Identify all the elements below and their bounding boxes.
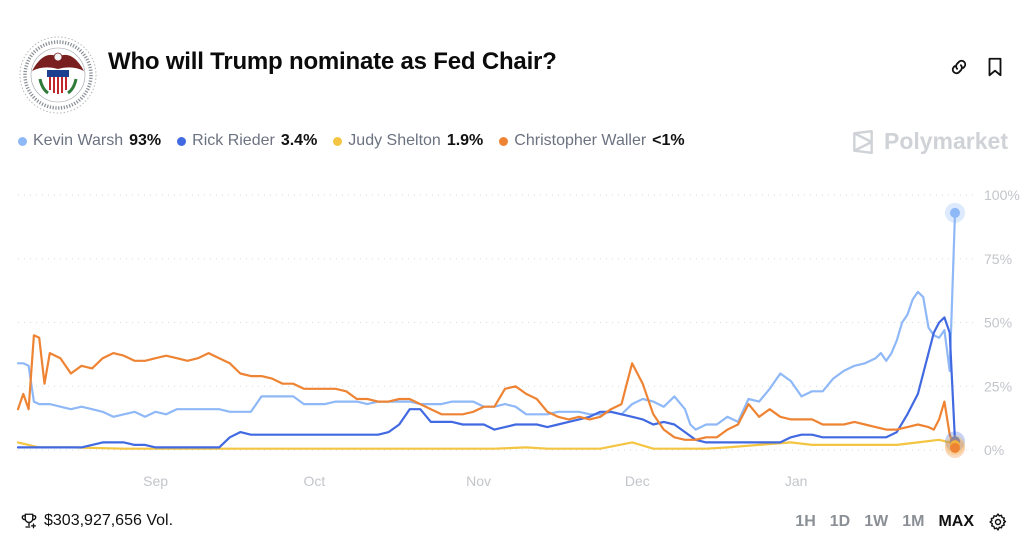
legend-dot xyxy=(333,136,343,146)
range-1m-button[interactable]: 1M xyxy=(902,513,925,530)
y-tick-label: 0% xyxy=(984,442,1004,458)
chart-legend: Kevin Warsh 93% Rick Rieder 3.4% Judy Sh… xyxy=(18,132,685,150)
legend-value: 3.4% xyxy=(280,132,318,149)
price-history-chart[interactable]: 100% 75% 50% 25% 0% Sep Oct Nov Dec Jan xyxy=(0,170,1024,500)
range-1w-button[interactable]: 1W xyxy=(864,513,889,530)
x-tick-label: Nov xyxy=(466,473,491,489)
polymarket-logo-icon xyxy=(853,129,873,154)
range-1h-button[interactable]: 1H xyxy=(795,513,816,530)
settings-gear-icon[interactable] xyxy=(988,512,1008,532)
legend-value: 1.9% xyxy=(446,132,484,149)
legend-label: Judy Shelton xyxy=(348,132,441,149)
x-tick-label: Jan xyxy=(785,473,808,489)
time-range-selector: 1H 1D 1W 1M MAX xyxy=(795,512,1008,532)
series-line-rick-rieder xyxy=(16,316,957,449)
series-end-point xyxy=(950,442,960,453)
polymarket-brand: Polymarket xyxy=(850,128,1008,155)
legend-value: <1% xyxy=(652,132,685,149)
brand-name: Polymarket xyxy=(883,128,1008,154)
legend-label: Kevin Warsh xyxy=(33,132,124,149)
series-line-kevin-warsh xyxy=(16,211,957,431)
legend-item-kevin-warsh[interactable]: Kevin Warsh 93% xyxy=(18,132,161,150)
trophy-icon xyxy=(21,513,37,529)
market-title: Who will Trump nominate as Fed Chair? xyxy=(108,48,557,75)
volume-info: $303,927,656 Vol. xyxy=(20,512,173,530)
legend-dot xyxy=(18,136,27,146)
legend-dot xyxy=(499,136,509,146)
x-tick-label: Oct xyxy=(304,473,326,489)
legend-dot xyxy=(177,136,187,146)
link-icon[interactable] xyxy=(948,56,970,78)
legend-item-judy-shelton[interactable]: Judy Shelton 1.9% xyxy=(333,132,483,150)
y-tick-label: 25% xyxy=(984,378,1012,394)
volume-text: $303,927,656 Vol. xyxy=(44,512,174,529)
range-1d-button[interactable]: 1D xyxy=(829,513,851,530)
fed-seal-logo xyxy=(18,35,98,115)
y-tick-label: 75% xyxy=(984,251,1012,267)
y-tick-label: 50% xyxy=(984,315,1012,331)
series-line-christopher-waller xyxy=(16,334,957,450)
series-end-point xyxy=(950,207,960,218)
x-tick-label: Sep xyxy=(143,473,168,489)
legend-label: Rick Rieder xyxy=(192,132,275,149)
legend-label: Christopher Waller xyxy=(514,132,647,149)
legend-item-rick-rieder[interactable]: Rick Rieder 3.4% xyxy=(177,132,317,150)
range-max-button[interactable]: MAX xyxy=(938,513,974,530)
legend-item-christopher-waller[interactable]: Christopher Waller <1% xyxy=(499,132,685,150)
bookmark-icon[interactable] xyxy=(984,56,1006,78)
y-tick-label: 100% xyxy=(984,187,1020,203)
legend-value: 93% xyxy=(129,132,162,149)
x-tick-label: Dec xyxy=(625,473,650,489)
